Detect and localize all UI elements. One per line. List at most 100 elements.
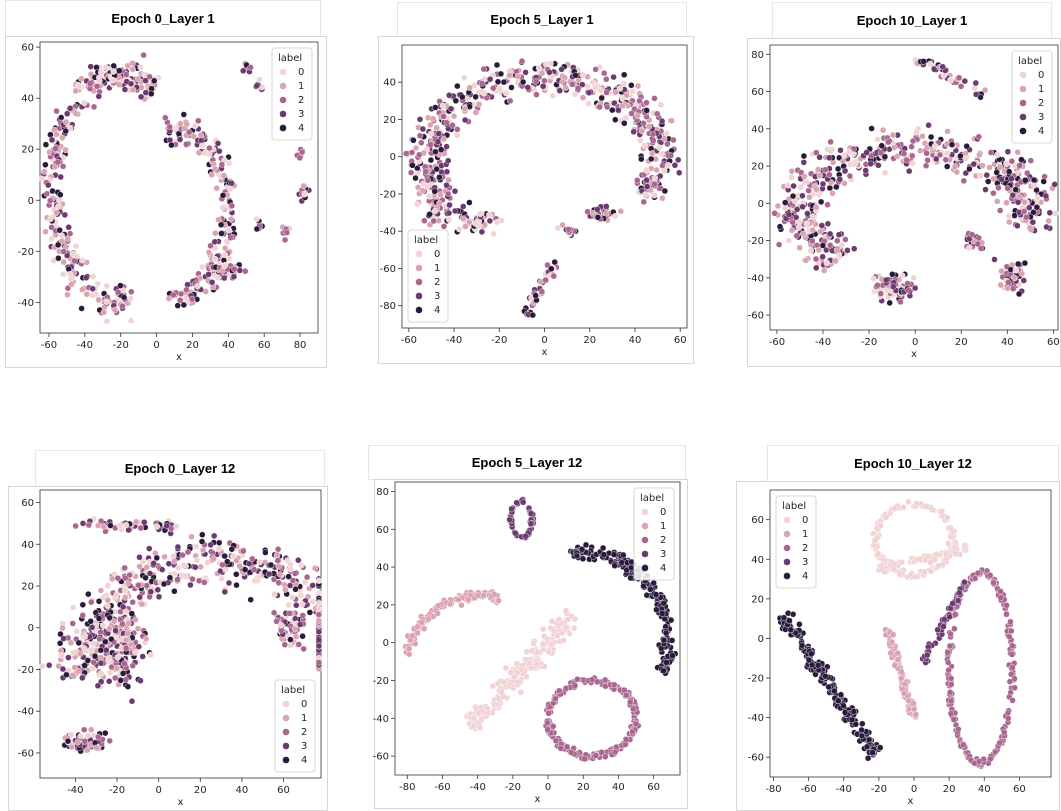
scatter-point: [104, 582, 112, 589]
scatter-point: [433, 165, 440, 173]
scatter-point: [43, 190, 51, 198]
scatter-point: [1009, 642, 1016, 649]
scatter-point: [63, 671, 70, 679]
scatter-point: [154, 586, 162, 594]
scatter-point: [579, 555, 587, 563]
scatter-point: [406, 650, 413, 658]
scatter-point: [239, 67, 247, 75]
scatter-point: [837, 691, 845, 698]
scatter-point: [96, 77, 103, 85]
scatter-point: [556, 87, 564, 94]
scatter-point: [72, 110, 80, 117]
scatter-point: [219, 192, 227, 199]
scatter-point: [789, 611, 797, 618]
scatter-point: [211, 165, 219, 173]
x-tick-label: -40: [470, 782, 486, 793]
scatter-point: [94, 280, 102, 288]
scatter-point: [835, 697, 842, 704]
scatter-point: [600, 69, 608, 77]
scatter-point: [997, 281, 1004, 289]
scatter-point: [868, 125, 875, 132]
scatter-point: [128, 697, 136, 705]
scatter-point: [102, 638, 109, 646]
x-tick-label: 40: [612, 782, 625, 793]
scatter-point: [141, 518, 148, 526]
scatter-point: [71, 257, 78, 265]
scatter-point: [69, 604, 77, 611]
scatter-point: [104, 597, 112, 604]
scatter-point: [99, 622, 107, 629]
scatter-point: [620, 80, 628, 87]
scatter-point: [210, 555, 217, 563]
scatter-point: [53, 107, 60, 115]
scatter-point: [121, 564, 128, 572]
scatter-point: [878, 565, 886, 572]
scatter-point: [948, 141, 956, 148]
scatter-point: [228, 180, 235, 187]
scatter-point: [132, 518, 140, 526]
scatter-point: [597, 87, 604, 94]
scatter-point: [270, 609, 278, 616]
scatter-point: [1023, 213, 1030, 221]
scatter-point: [788, 168, 795, 175]
scatter-point: [439, 102, 447, 110]
scatter-point: [840, 702, 847, 709]
legend-entry: 0: [1038, 70, 1044, 81]
scatter-point: [954, 597, 962, 604]
scatter-point: [97, 587, 105, 594]
scatter-point: [1022, 177, 1029, 184]
scatter-point: [648, 155, 655, 163]
scatter-point: [983, 171, 991, 179]
scatter-point: [135, 582, 142, 589]
scatter-point: [508, 84, 515, 91]
scatter-point: [519, 499, 527, 506]
scatter-point: [523, 648, 530, 655]
scatter-point: [603, 203, 610, 210]
scatter-point: [905, 167, 913, 175]
scatter-point: [788, 227, 796, 234]
scatter-point: [803, 178, 810, 186]
scatter-point: [788, 173, 795, 181]
scatter-point: [412, 174, 419, 182]
scatter-point: [579, 71, 586, 79]
scatter-point: [804, 210, 811, 217]
scatter-point: [297, 592, 305, 599]
scatter-point: [100, 523, 107, 530]
scatter-point: [295, 556, 302, 564]
legend-entry: 2: [301, 727, 307, 738]
scatter-point: [910, 705, 918, 713]
scatter-plot: -60 -40 -20 0 20 40 60-80-60-40-2002040xlabel0…: [380, 44, 688, 358]
scatter-point: [112, 627, 119, 634]
scatter-point: [785, 182, 792, 189]
scatter-point: [559, 221, 566, 229]
scatter-point: [459, 215, 467, 222]
scatter-point: [508, 505, 515, 513]
scatter-point: [470, 722, 477, 730]
legend-marker: [1019, 85, 1027, 93]
scatter-point: [1012, 267, 1020, 274]
scatter-point: [894, 152, 901, 160]
scatter-point: [539, 83, 547, 90]
scatter-point: [651, 174, 659, 182]
scatter-point: [834, 165, 842, 173]
scatter-point: [858, 732, 866, 740]
scatter-point: [621, 120, 628, 127]
scatter-point: [285, 601, 292, 609]
scatter-point: [168, 141, 175, 149]
scatter-point: [850, 708, 858, 715]
scatter-point: [146, 545, 153, 552]
scatter-point: [140, 51, 147, 59]
scatter-point: [475, 100, 483, 108]
scatter-point: [51, 163, 59, 170]
x-tick-label: -60: [401, 335, 417, 346]
scatter-point: [455, 225, 463, 233]
y-tick-label: 40: [376, 563, 389, 574]
scatter-point: [1003, 611, 1010, 618]
legend-marker: [783, 544, 791, 552]
y-tick-label: -20: [18, 665, 34, 676]
scatter-point: [192, 563, 199, 571]
scatter-point: [137, 64, 144, 71]
scatter-point: [786, 617, 793, 624]
x-tick-label: 60: [674, 335, 687, 346]
scatter-point: [462, 223, 469, 230]
